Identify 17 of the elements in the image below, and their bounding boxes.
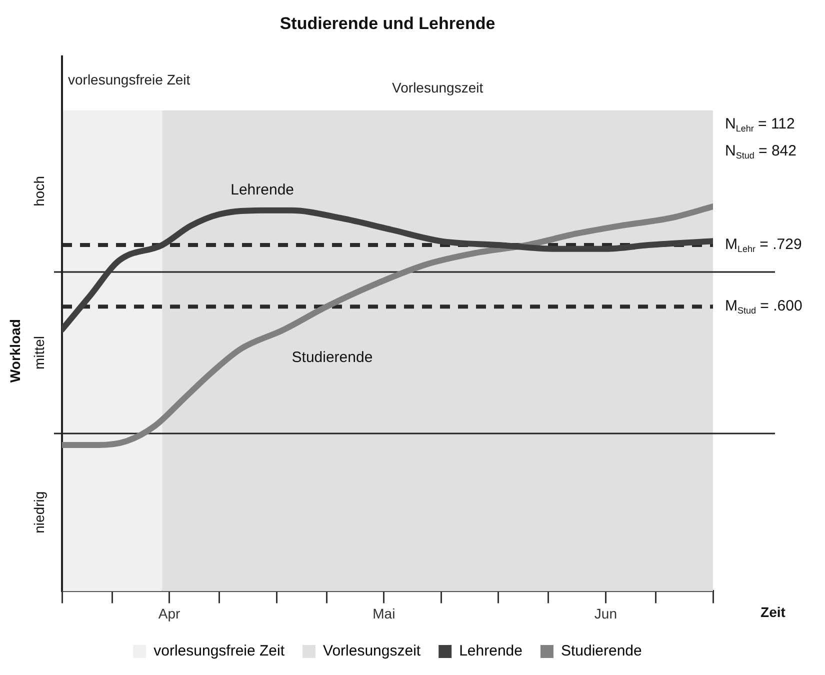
text: hoch [30,176,47,206]
y-axis-title: Workload [6,319,23,383]
text: mittel [30,336,47,370]
text: Lehrende [230,182,294,199]
legend-label: vorlesungsfreie Zeit [154,642,286,660]
x-tick-label: Apr [158,605,181,622]
legend-label: Studierende [560,642,642,660]
text: Studierende [292,348,373,366]
text: niedrig [30,491,47,534]
text: vorlesungsfreie Zeit [68,71,190,88]
chart-title: Studierende und Lehrende [280,14,496,33]
text: Vorlesungszeit [392,79,484,96]
x-tick-label: Mai [372,605,396,622]
legend-label: Lehrende [459,642,522,660]
legend-label: Vorlesungszeit [323,642,422,660]
x-tick-label: Jun [594,605,617,622]
x-axis-title: Zeit [760,604,786,620]
